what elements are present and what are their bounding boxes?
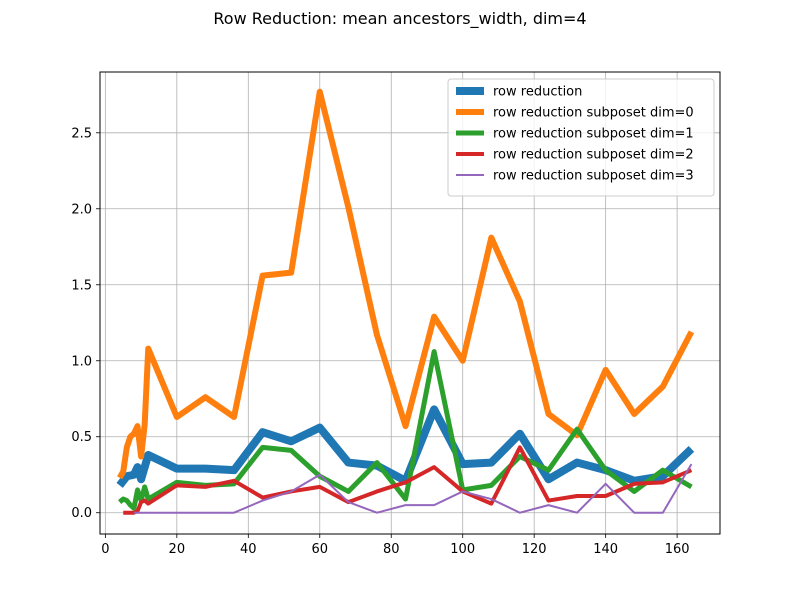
x-tick-label: 20 [169, 542, 186, 557]
legend-label: row reduction subposet dim=1 [493, 127, 694, 142]
legend-box [447, 78, 715, 197]
axis-ticks: 0 20 40 60 80 100 120 140 160 0.0 0.5 1.0 1.5 2.0 2.5 [71, 126, 689, 557]
series-line-1 [117, 88, 695, 480]
legend-label: row reduction [493, 85, 582, 100]
y-tick-label: 1.0 [71, 354, 92, 369]
series-line-2 [118, 349, 693, 511]
y-tick-label: 0.5 [71, 430, 92, 445]
x-tick-label: 160 [665, 542, 690, 557]
legend-label: row reduction subposet dim=2 [493, 148, 694, 163]
series-line-0 [116, 405, 695, 488]
x-tick-label: 0 [101, 542, 109, 557]
x-tick-label: 100 [450, 542, 475, 557]
y-tick-label: 1.5 [71, 278, 92, 293]
legend-label: row reduction subposet dim=0 [493, 106, 694, 121]
x-tick-label: 40 [240, 542, 257, 557]
legend: row reduction row reduction subposet dim=… [447, 78, 715, 197]
plot-frame [99, 71, 721, 535]
x-tick-label: 140 [593, 542, 618, 557]
series-line-4 [133, 463, 693, 514]
y-tick-label: 0.0 [71, 506, 92, 521]
chart-title: Row Reduction: mean ancestors_width, dim… [213, 9, 587, 28]
y-tick-label: 2.0 [71, 202, 92, 217]
series-lines [116, 88, 695, 515]
legend-label: row reduction subposet dim=3 [493, 169, 694, 184]
x-tick-label: 60 [311, 542, 328, 557]
x-tick-label: 80 [383, 542, 400, 557]
x-tick-label: 120 [522, 542, 547, 557]
series-line-3 [123, 445, 693, 515]
y-tick-label: 2.5 [71, 126, 92, 141]
